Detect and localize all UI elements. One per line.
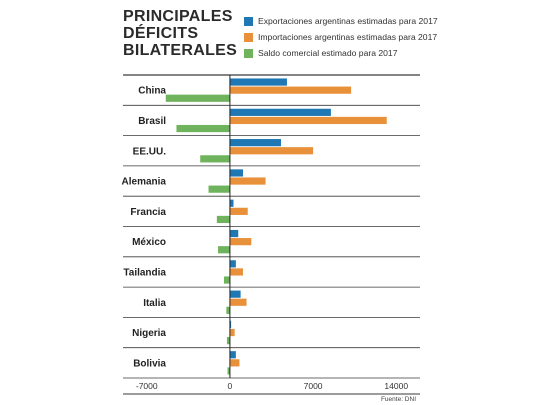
bar-imports bbox=[229, 328, 235, 337]
bar-imports bbox=[229, 86, 352, 94]
legend-item-balance: Saldo comercial estimado para 2017 bbox=[244, 45, 438, 61]
bar-exports bbox=[229, 351, 236, 359]
category-label: México bbox=[132, 237, 166, 248]
legend-swatch-exports bbox=[244, 16, 253, 26]
category-label: Alemania bbox=[122, 177, 167, 188]
chart-title-line-1: PRINCIPALES bbox=[123, 8, 233, 25]
category-label: Francia bbox=[130, 207, 166, 218]
bar-exports bbox=[229, 108, 331, 116]
bar-exports bbox=[229, 260, 236, 268]
bar-imports bbox=[229, 207, 248, 215]
legend-item-imports: Importaciones argentinas estimadas para … bbox=[244, 29, 438, 45]
bar-imports bbox=[229, 359, 240, 367]
chart-title: PRINCIPALES DÉFICITS BILATERALES bbox=[123, 8, 243, 59]
legend: Exportaciones argentinas estimadas para … bbox=[244, 13, 438, 61]
bar-imports bbox=[229, 177, 266, 185]
x-tick-label: 14000 bbox=[384, 381, 408, 391]
x-tick-label: -7000 bbox=[136, 381, 158, 391]
bar-exports bbox=[229, 290, 241, 298]
category-label: Tailandia bbox=[123, 267, 166, 278]
bar-imports bbox=[229, 147, 314, 155]
chart-title-line-2: DÉFICITS bbox=[123, 25, 199, 42]
legend-label-exports: Exportaciones argentinas estimadas para … bbox=[258, 16, 438, 26]
legend-item-exports: Exportaciones argentinas estimadas para … bbox=[244, 13, 438, 29]
bar-balance bbox=[176, 124, 230, 133]
bar-exports bbox=[229, 78, 287, 86]
category-label: Brasil bbox=[138, 116, 166, 127]
legend-swatch-imports bbox=[244, 32, 253, 42]
bar-balance bbox=[200, 155, 230, 163]
category-label: Bolivia bbox=[133, 358, 166, 369]
bar-balance bbox=[208, 185, 230, 193]
bar-balance bbox=[227, 367, 230, 375]
x-tick-label: 7000 bbox=[304, 381, 323, 391]
bar-balance bbox=[165, 94, 230, 102]
category-label: China bbox=[138, 86, 166, 97]
category-label: Nigeria bbox=[132, 328, 166, 339]
bar-exports bbox=[229, 199, 234, 207]
bar-balance bbox=[223, 276, 230, 284]
bar-exports bbox=[229, 139, 282, 147]
bar-balance bbox=[216, 215, 230, 224]
bar-imports bbox=[229, 238, 252, 246]
bar-balance bbox=[226, 337, 230, 345]
x-tick-label: 0 bbox=[228, 381, 233, 391]
legend-swatch-balance bbox=[244, 48, 253, 58]
bar-balance bbox=[218, 246, 230, 254]
legend-label-imports: Importaciones argentinas estimadas para … bbox=[258, 32, 438, 42]
source-note: Fuente: DNI bbox=[380, 396, 416, 403]
bar-exports bbox=[229, 169, 243, 177]
bar-exports bbox=[229, 320, 232, 329]
bar-exports bbox=[229, 229, 239, 238]
bar-imports bbox=[229, 298, 247, 306]
legend-label-balance: Saldo comercial estimado para 2017 bbox=[258, 48, 398, 58]
chart-title-line-3: BILATERALES bbox=[123, 42, 238, 59]
bar-imports bbox=[229, 116, 387, 125]
bar-imports bbox=[229, 268, 243, 276]
category-label: EE.UU. bbox=[133, 146, 167, 157]
bar-balance bbox=[226, 306, 230, 314]
category-label: Italia bbox=[143, 298, 166, 309]
